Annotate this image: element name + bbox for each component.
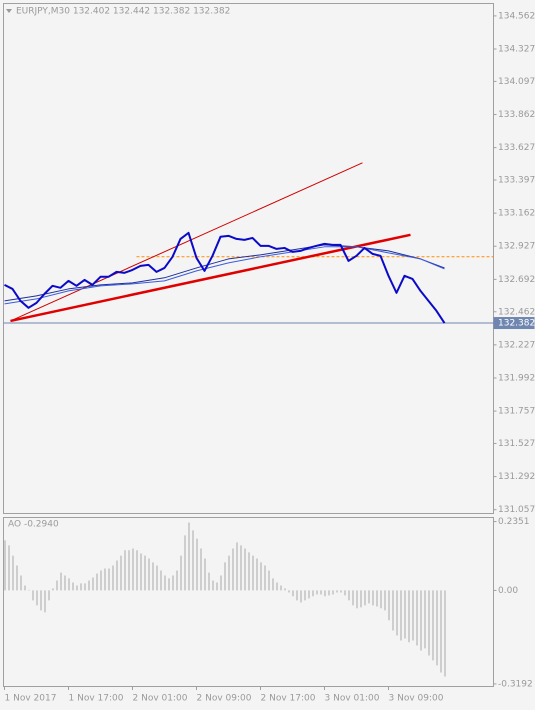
- y-tick-label: 131.992: [498, 373, 535, 383]
- price-line: [4, 246, 445, 305]
- y-tick-label: 134.562: [498, 11, 535, 21]
- x-tick-label: 2 Nov 09:00: [197, 694, 252, 704]
- y-tick-label: 134.327: [498, 45, 535, 55]
- x-tick-label: 2 Nov 01:00: [133, 694, 188, 704]
- x-tick-label: 3 Nov 09:00: [389, 694, 444, 704]
- y-tick-label: 131.292: [498, 472, 535, 482]
- y-tick-label: 131.057: [498, 505, 535, 515]
- y-tick-label: 132.462: [498, 307, 535, 317]
- x-tick-label: 1 Nov 17:00: [69, 694, 124, 704]
- y-tick-label: 133.397: [498, 176, 535, 186]
- trendline: [10, 162, 363, 322]
- y-tick-label: 133.627: [498, 143, 535, 153]
- y-tick-label: 0.2351: [498, 517, 530, 527]
- indicator-title: AO -0.2940: [8, 520, 59, 530]
- trendline: [10, 233, 411, 323]
- last-price-label: 132.382: [498, 319, 535, 329]
- y-tick-label: 132.927: [498, 242, 535, 252]
- y-tick-label: 132.227: [498, 340, 535, 350]
- chart-title: EURJPY,M30 132.402 132.442 132.382 132.3…: [16, 7, 230, 17]
- menu-arrow[interactable]: [6, 9, 12, 13]
- indicator-panel: [3, 517, 494, 687]
- price-line: [4, 244, 445, 302]
- y-tick-label: 134.097: [498, 77, 535, 87]
- x-tick-label: 1 Nov 2017: [5, 694, 57, 704]
- y-tick-label: 133.862: [498, 110, 535, 120]
- y-tick-label: 132.692: [498, 275, 535, 285]
- price-line: [4, 231, 446, 324]
- y-tick-label: 133.162: [498, 209, 535, 219]
- y-tick-label: 0.00: [498, 586, 518, 596]
- y-tick-label: 131.527: [498, 439, 535, 449]
- y-tick-label: 131.757: [498, 407, 535, 417]
- price-panel: [3, 3, 494, 514]
- y-tick-label: -0.3192: [498, 679, 533, 689]
- x-tick-label: 2 Nov 17:00: [261, 694, 316, 704]
- x-tick-label: 3 Nov 01:00: [325, 694, 380, 704]
- last-price-box: [493, 317, 535, 330]
